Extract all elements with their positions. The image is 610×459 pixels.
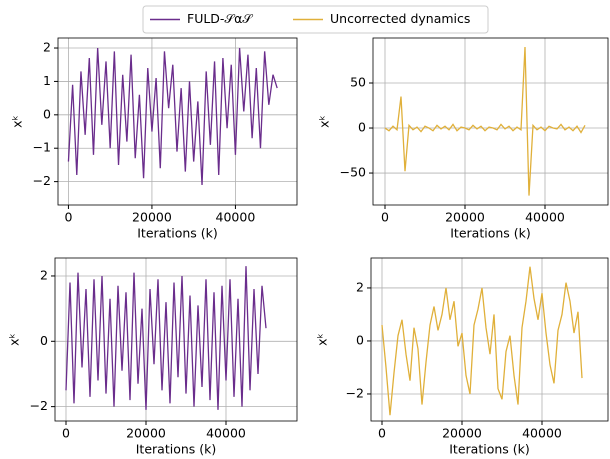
- legend-label: Uncorrected dynamics: [330, 11, 470, 26]
- x-tick-label: 40000: [206, 426, 246, 441]
- y-tick-label: 0: [358, 120, 366, 135]
- x-tick-label: 40000: [522, 426, 562, 441]
- y-tick-label: −50: [340, 165, 366, 180]
- x-tick-label: 0: [64, 210, 72, 225]
- x-tick-label: 20000: [132, 210, 172, 225]
- x-tick-label: 0: [381, 210, 389, 225]
- data-line: [65, 266, 267, 410]
- y-tick-label: 2: [40, 267, 48, 282]
- x-tick-label: 0: [378, 426, 386, 441]
- y-axis-label: xᵏ: [10, 115, 25, 128]
- y-tick-label: 1: [43, 73, 51, 88]
- data-line: [384, 46, 586, 196]
- x-axis-label: Iterations (k): [450, 226, 531, 241]
- axes-frame: [370, 257, 609, 422]
- y-tick-label: 2: [43, 40, 51, 55]
- y-tick-label: −1: [33, 140, 51, 155]
- legend-label: FULD-𝒮α𝒮: [187, 11, 254, 26]
- y-axis-label: xᵏ: [315, 333, 330, 346]
- y-tick-label: 50: [350, 75, 366, 90]
- y-tick-label: −2: [30, 398, 48, 413]
- x-tick-label: 20000: [126, 426, 166, 441]
- y-tick-label: −2: [346, 385, 364, 400]
- axes-frame: [372, 37, 609, 206]
- y-tick-label: 0: [356, 332, 364, 347]
- x-axis-label: Iterations (k): [136, 442, 217, 457]
- axes-frame: [57, 37, 298, 206]
- x-tick-label: 20000: [442, 426, 482, 441]
- x-tick-label: 40000: [216, 210, 256, 225]
- y-axis-label: xᵏ: [7, 333, 22, 346]
- y-tick-label: 2: [356, 279, 364, 294]
- x-axis-label: Iterations (k): [137, 226, 218, 241]
- x-tick-label: 0: [62, 426, 70, 441]
- y-tick-label: 0: [40, 333, 48, 348]
- x-tick-label: 20000: [445, 210, 485, 225]
- axes-frame: [54, 257, 298, 422]
- x-tick-label: 40000: [525, 210, 565, 225]
- data-line: [381, 266, 583, 416]
- y-tick-label: −2: [33, 173, 51, 188]
- x-axis-label: Iterations (k): [449, 442, 530, 457]
- data-line: [67, 47, 278, 185]
- y-axis-label: xᵏ: [317, 115, 332, 128]
- y-tick-label: 0: [43, 106, 51, 121]
